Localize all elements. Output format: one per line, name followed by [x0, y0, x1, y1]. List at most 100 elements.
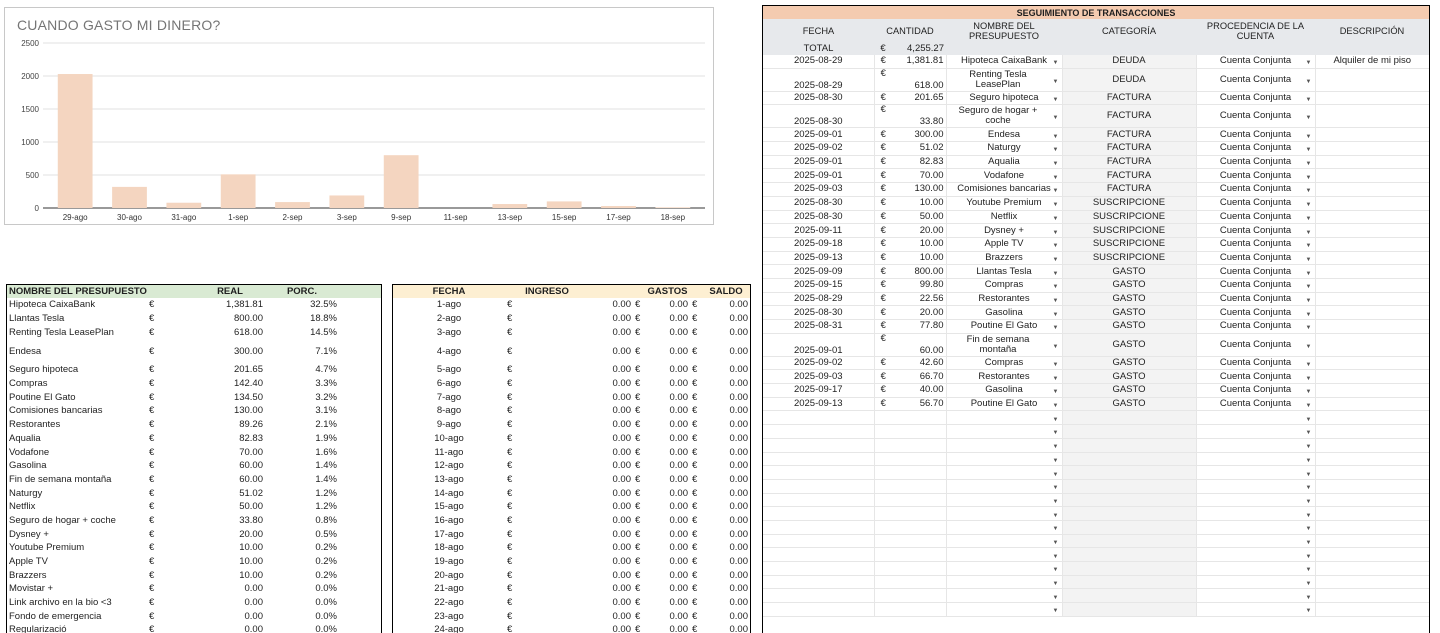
chevron-down-icon[interactable]: ▼ — [1305, 608, 1312, 615]
tx-budget-select[interactable]: ▼ — [946, 520, 1063, 535]
tx-category[interactable]: FACTURA — [1062, 127, 1197, 143]
tx-account-select[interactable]: ▼ — [1196, 602, 1316, 617]
tx-amount[interactable]: 201.65 — [892, 91, 947, 106]
tx-account-select[interactable]: Cuenta Conjunta ▼ — [1196, 319, 1316, 334]
tx-amount[interactable]: 50.00 — [892, 210, 947, 225]
tx-date[interactable]: 2025-09-01 — [763, 127, 875, 143]
tx-category[interactable] — [1062, 588, 1197, 604]
tx-account-select[interactable]: Cuenta Conjunta ▼ — [1196, 104, 1316, 129]
tx-budget-select[interactable]: ▼ — [946, 561, 1063, 576]
chevron-down-icon[interactable]: ▼ — [1305, 188, 1312, 195]
tx-budget-select[interactable]: ▼ — [946, 452, 1063, 467]
tx-amount[interactable]: 10.00 — [892, 237, 947, 252]
tx-budget-select[interactable]: ▼ — [946, 465, 1063, 480]
tx-category[interactable] — [1062, 602, 1197, 617]
chevron-down-icon[interactable]: ▼ — [1305, 343, 1312, 350]
tx-account-select[interactable]: ▼ — [1196, 588, 1316, 604]
tx-description[interactable] — [1315, 479, 1429, 494]
tx-category[interactable]: GASTO — [1062, 333, 1197, 357]
tx-category[interactable] — [1062, 547, 1197, 562]
tx-category[interactable] — [1062, 479, 1197, 494]
tx-account-select[interactable]: ▼ — [1196, 424, 1316, 439]
tx-date[interactable]: 2025-09-13 — [763, 251, 875, 266]
tx-account-select[interactable]: ▼ — [1196, 479, 1316, 494]
chevron-down-icon[interactable]: ▼ — [1052, 567, 1059, 574]
chevron-down-icon[interactable]: ▼ — [1305, 270, 1312, 277]
chevron-down-icon[interactable]: ▼ — [1305, 416, 1312, 423]
tx-amount[interactable] — [892, 561, 947, 576]
bar-15-sep[interactable] — [546, 201, 582, 208]
tx-category[interactable]: FACTURA — [1062, 168, 1197, 184]
tx-budget-select[interactable]: ▼ — [946, 493, 1063, 508]
bar-2-sep[interactable] — [275, 202, 310, 208]
chevron-down-icon[interactable]: ▼ — [1052, 362, 1059, 369]
tx-budget-select[interactable]: Poutine El Gato ▼ — [946, 397, 1063, 412]
chevron-down-icon[interactable]: ▼ — [1305, 78, 1312, 85]
tx-account-select[interactable]: Cuenta Conjunta ▼ — [1196, 141, 1316, 156]
tx-category[interactable]: FACTURA — [1062, 182, 1197, 197]
chevron-down-icon[interactable]: ▼ — [1052, 270, 1059, 277]
tx-account-select[interactable]: Cuenta Conjunta ▼ — [1196, 168, 1316, 184]
tx-budget-select[interactable]: Gasolina ▼ — [946, 383, 1063, 398]
tx-date[interactable] — [763, 506, 875, 521]
chevron-down-icon[interactable]: ▼ — [1052, 78, 1059, 85]
tx-amount[interactable]: 77.80 — [892, 319, 947, 334]
tx-category[interactable]: FACTURA — [1062, 104, 1197, 129]
tx-category[interactable]: FACTURA — [1062, 141, 1197, 156]
tx-date[interactable] — [763, 438, 875, 453]
tx-budget-select[interactable]: Poutine El Gato ▼ — [946, 319, 1063, 334]
tx-date[interactable]: 2025-09-01 — [763, 155, 875, 170]
tx-budget-select[interactable]: ▼ — [946, 575, 1063, 590]
tx-amount[interactable]: 618.00 — [892, 68, 947, 92]
tx-description[interactable] — [1315, 465, 1429, 480]
tx-date[interactable] — [763, 452, 875, 467]
tx-category[interactable]: GASTO — [1062, 369, 1197, 385]
chevron-down-icon[interactable]: ▼ — [1052, 115, 1059, 122]
chevron-down-icon[interactable]: ▼ — [1052, 215, 1059, 222]
tx-account-select[interactable]: Cuenta Conjunta ▼ — [1196, 292, 1316, 307]
tx-category[interactable]: SUSCRIPCIONE — [1062, 223, 1197, 238]
tx-description[interactable] — [1315, 305, 1429, 320]
tx-category[interactable]: GASTO — [1062, 278, 1197, 293]
tx-account-select[interactable]: ▼ — [1196, 506, 1316, 521]
chevron-down-icon[interactable]: ▼ — [1052, 444, 1059, 451]
tx-account-select[interactable]: ▼ — [1196, 547, 1316, 562]
tx-description[interactable] — [1315, 155, 1429, 170]
chevron-down-icon[interactable]: ▼ — [1305, 147, 1312, 154]
tx-account-select[interactable]: Cuenta Conjunta ▼ — [1196, 333, 1316, 357]
tx-amount[interactable]: 20.00 — [892, 223, 947, 238]
tx-date[interactable] — [763, 588, 875, 604]
tx-category[interactable]: FACTURA — [1062, 155, 1197, 170]
tx-date[interactable] — [763, 424, 875, 439]
chevron-down-icon[interactable]: ▼ — [1305, 471, 1312, 478]
tx-budget-select[interactable]: Aqualia ▼ — [946, 155, 1063, 170]
tx-account-select[interactable]: Cuenta Conjunta ▼ — [1196, 278, 1316, 293]
tx-category[interactable] — [1062, 506, 1197, 521]
tx-date[interactable]: 2025-08-29 — [763, 55, 875, 69]
tx-amount[interactable] — [892, 588, 947, 604]
tx-budget-select[interactable]: ▼ — [946, 547, 1063, 562]
tx-category[interactable]: GASTO — [1062, 292, 1197, 307]
chevron-down-icon[interactable]: ▼ — [1052, 60, 1059, 67]
tx-category[interactable]: GASTO — [1062, 383, 1197, 398]
tx-account-select[interactable]: Cuenta Conjunta ▼ — [1196, 237, 1316, 252]
tx-description[interactable] — [1315, 251, 1429, 266]
tx-account-select[interactable]: ▼ — [1196, 410, 1316, 426]
tx-account-select[interactable]: Cuenta Conjunta ▼ — [1196, 305, 1316, 320]
chevron-down-icon[interactable]: ▼ — [1305, 498, 1312, 505]
tx-description[interactable] — [1315, 356, 1429, 371]
tx-date[interactable]: 2025-08-30 — [763, 91, 875, 106]
tx-description[interactable] — [1315, 547, 1429, 562]
tx-category[interactable]: DEUDA — [1062, 68, 1197, 92]
tx-budget-select[interactable]: Restorantes ▼ — [946, 292, 1063, 307]
tx-description[interactable] — [1315, 223, 1429, 238]
chevron-down-icon[interactable]: ▼ — [1052, 229, 1059, 236]
chevron-down-icon[interactable]: ▼ — [1052, 430, 1059, 437]
chevron-down-icon[interactable]: ▼ — [1305, 594, 1312, 601]
chevron-down-icon[interactable]: ▼ — [1305, 325, 1312, 332]
tx-amount[interactable]: 40.00 — [892, 383, 947, 398]
tx-date[interactable] — [763, 520, 875, 535]
chevron-down-icon[interactable]: ▼ — [1052, 594, 1059, 601]
chevron-down-icon[interactable]: ▼ — [1052, 311, 1059, 318]
tx-date[interactable]: 2025-09-11 — [763, 223, 875, 238]
